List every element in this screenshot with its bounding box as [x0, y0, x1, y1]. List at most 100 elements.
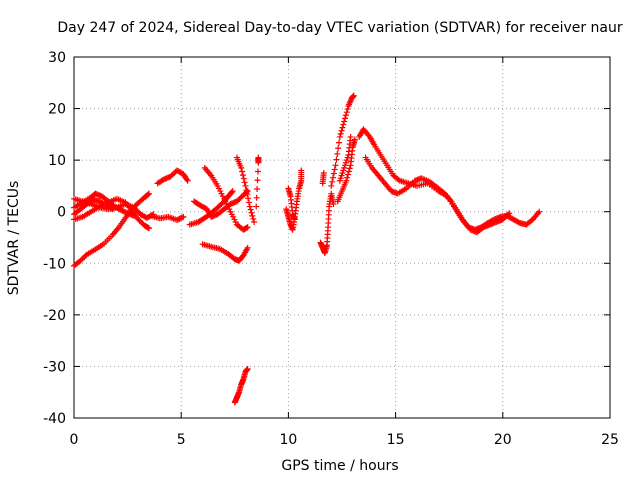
data-point: [146, 225, 153, 232]
data-point: [146, 190, 153, 197]
data-point: [247, 206, 254, 213]
data-point: [254, 186, 261, 193]
data-point: [180, 213, 187, 220]
data-point: [341, 118, 348, 125]
x-tick-label: 5: [177, 432, 186, 448]
data-point: [335, 145, 342, 152]
data-point: [184, 177, 191, 184]
data-series: [362, 154, 513, 236]
data-point: [342, 112, 349, 119]
data-point: [239, 172, 246, 179]
data-point: [239, 168, 246, 175]
data-point: [249, 212, 256, 219]
data-point: [245, 195, 252, 202]
y-tick-label: -20: [43, 308, 66, 324]
data-point: [345, 168, 352, 175]
data-point: [183, 176, 190, 183]
data-series: [186, 188, 236, 228]
data-point: [245, 199, 252, 206]
data-point: [344, 106, 351, 113]
data-point: [345, 171, 352, 178]
marker-layer: [71, 92, 543, 406]
data-point: [254, 168, 261, 175]
data-series: [233, 154, 258, 226]
data-point: [244, 191, 251, 198]
y-tick-label: 10: [48, 153, 66, 169]
data-point: [395, 176, 402, 183]
data-point: [504, 211, 511, 218]
data-point: [329, 174, 336, 181]
data-point: [350, 92, 357, 99]
data-point: [329, 178, 336, 185]
data-point: [333, 156, 340, 163]
x-tick-label: 15: [387, 432, 405, 448]
data-series: [319, 170, 327, 187]
data-point: [108, 205, 115, 212]
y-tick-label: 20: [48, 102, 66, 118]
data-point: [248, 209, 255, 216]
y-tick-label: -30: [43, 359, 66, 375]
data-series: [334, 136, 358, 205]
data-series: [201, 164, 251, 233]
y-tick-label: 30: [48, 50, 66, 66]
data-point: [244, 244, 251, 251]
data-series: [231, 366, 251, 406]
data-series: [148, 212, 187, 223]
data-point: [238, 164, 245, 171]
data-point: [506, 210, 513, 217]
data-point: [179, 214, 186, 221]
data-series: [199, 241, 251, 264]
data-point: [254, 177, 261, 184]
data-point: [335, 139, 342, 146]
data-point: [253, 194, 260, 201]
x-axis-label: GPS time / hours: [281, 458, 398, 474]
data-series: [71, 196, 116, 218]
y-tick-label: 0: [57, 205, 66, 221]
data-point: [244, 366, 251, 373]
data-point: [330, 170, 337, 177]
data-point: [346, 165, 353, 172]
x-tick-label: 10: [279, 432, 297, 448]
data-point: [342, 115, 349, 122]
data-point: [82, 252, 89, 259]
data-point: [536, 208, 543, 215]
data-point: [255, 159, 262, 166]
plot-frame: [73, 56, 611, 419]
data-point: [229, 188, 236, 195]
data-point: [320, 170, 327, 177]
data-series: [253, 154, 262, 210]
data-point: [347, 133, 354, 140]
data-series: [283, 167, 305, 233]
data-point: [338, 127, 345, 134]
data-point: [331, 166, 338, 173]
data-point: [298, 167, 305, 174]
data-point: [253, 203, 260, 210]
chart-title: Day 247 of 2024, Sidereal Day-to-day VTE…: [57, 20, 623, 36]
data-point: [246, 203, 253, 210]
data-point: [351, 136, 358, 143]
data-point: [251, 219, 258, 226]
data-point: [340, 121, 347, 128]
data-point: [328, 182, 335, 189]
data-point: [109, 206, 116, 213]
data-point: [344, 174, 351, 181]
y-tick-label: -10: [43, 256, 66, 272]
x-tick-label: 25: [601, 432, 619, 448]
tick-layer: 0 5 10 15 20 25 -40 -30 -20 -10 0 10 20 30: [43, 50, 619, 448]
grid-layer: [74, 57, 610, 418]
data-point: [250, 215, 257, 222]
data-point: [240, 175, 247, 182]
data-series: [317, 190, 337, 256]
x-tick-label: 20: [494, 432, 512, 448]
data-point: [332, 162, 339, 169]
data-point: [131, 212, 138, 219]
data-point: [244, 224, 251, 231]
data-point: [343, 177, 350, 184]
data-point: [291, 216, 298, 223]
data-series: [285, 185, 298, 223]
data-point: [339, 124, 346, 131]
data-series: [328, 92, 357, 189]
data-series: [71, 190, 138, 219]
data-point: [243, 187, 250, 194]
